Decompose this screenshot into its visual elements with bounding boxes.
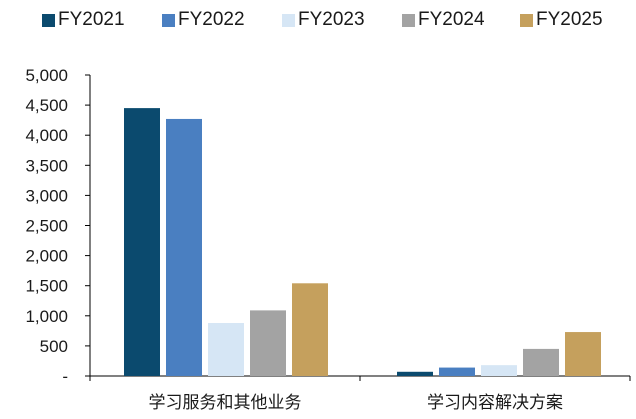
legend-label-fy2025: FY2025	[536, 9, 603, 30]
y-tick-label: 3,000	[25, 186, 68, 205]
y-tick-label: 4,000	[25, 126, 68, 145]
bar-fy2024-0	[250, 310, 286, 376]
legend-item-fy2022: FY2022	[162, 9, 245, 31]
bar-fy2024-1	[523, 348, 559, 376]
legend: FY2021 FY2022 FY2023 FY2024 FY2025	[0, 9, 636, 37]
y-tick-label: 4,500	[25, 96, 68, 115]
y-tick-label: 1,500	[25, 277, 68, 296]
x-category-label: 学习服务和其他业务	[149, 393, 302, 413]
legend-swatch-fy2023	[282, 13, 295, 27]
bar-fy2021-1	[397, 371, 433, 376]
y-tick-label: -	[62, 367, 68, 386]
legend-swatch-fy2021	[42, 13, 55, 27]
bar-fy2021-0	[124, 108, 160, 377]
bar-fy2025-1	[565, 332, 601, 376]
y-tick-label: 1,000	[25, 307, 68, 326]
legend-item-fy2021: FY2021	[42, 9, 125, 31]
y-tick-label: 500	[40, 337, 68, 356]
legend-label-fy2021: FY2021	[58, 9, 125, 30]
bar-fy2022-0	[166, 118, 202, 377]
legend-item-fy2024: FY2024	[402, 9, 485, 31]
y-tick-label: 5,000	[25, 66, 68, 85]
bar-fy2022-1	[439, 367, 475, 376]
legend-label-fy2024: FY2024	[418, 9, 485, 30]
legend-swatch-fy2024	[402, 13, 415, 27]
legend-swatch-fy2022	[162, 13, 175, 27]
legend-label-fy2023: FY2023	[298, 9, 365, 30]
y-tick-label: 2,500	[25, 217, 68, 236]
bar-fy2023-0	[208, 323, 244, 376]
legend-item-fy2023: FY2023	[282, 9, 365, 31]
x-category-label: 学习内容解决方案	[427, 393, 563, 413]
y-tick-label: 2,000	[25, 247, 68, 266]
legend-label-fy2022: FY2022	[178, 9, 245, 30]
legend-item-fy2025: FY2025	[520, 9, 603, 31]
legend-swatch-fy2025	[520, 13, 533, 27]
bar-fy2025-0	[292, 283, 328, 376]
bar-fy2023-1	[481, 365, 517, 376]
y-tick-label: 3,500	[25, 156, 68, 175]
